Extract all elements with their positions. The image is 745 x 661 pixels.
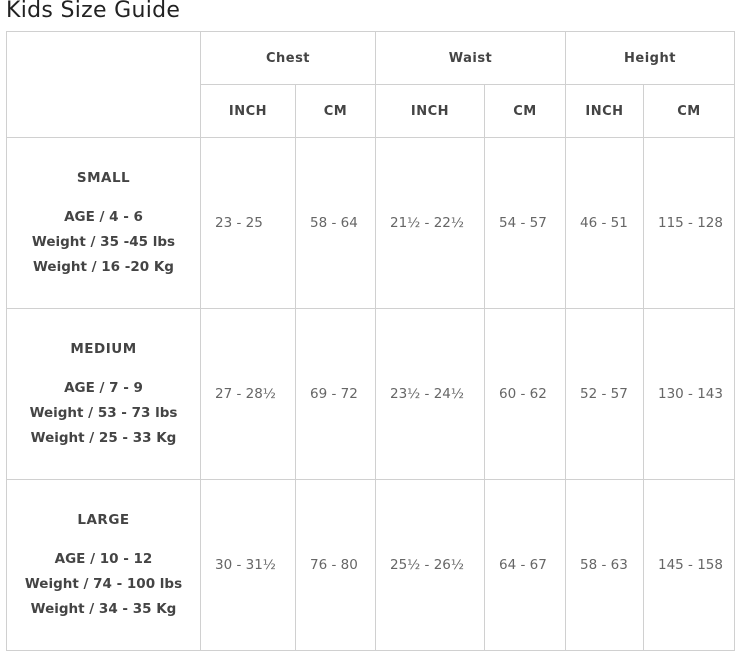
age: AGE / 4 - 6	[64, 209, 143, 225]
value-cell: 115 - 128	[643, 137, 735, 309]
weight-lbs: Weight / 35 -45 lbs	[31, 234, 176, 250]
age: AGE / 10 - 12	[54, 551, 153, 567]
table-row: SMALL AGE / 4 - 6 Weight / 35 -45 lbs Weigh…	[6, 137, 735, 309]
unit-header: INCH	[565, 84, 644, 138]
age: AGE / 7 - 9	[64, 380, 143, 396]
weight-kg: Weight / 16 -20 Kg	[33, 259, 174, 275]
size-name: SMALL	[76, 170, 131, 186]
value-cell: 54 - 57	[484, 137, 566, 309]
value-cell: 27 - 28½	[200, 308, 296, 480]
table-row: LARGE AGE / 10 - 12 Weight / 74 - 100 lbs W…	[6, 479, 735, 651]
value-cell: 52 - 57	[565, 308, 644, 480]
corner-cell	[6, 31, 201, 138]
unit-header: INCH	[375, 84, 485, 138]
value-cell: 46 - 51	[565, 137, 644, 309]
weight-kg: Weight / 25 - 33 Kg	[30, 430, 177, 446]
size-cell: LARGE AGE / 10 - 12 Weight / 74 - 100 lbs W…	[6, 479, 201, 651]
value-cell: 58 - 63	[565, 479, 644, 651]
unit-header: CM	[643, 84, 735, 138]
value-cell: 25½ - 26½	[375, 479, 485, 651]
size-table: Chest Waist Height INCH CM INCH CM INCH …	[6, 31, 735, 651]
value-cell: 23½ - 24½	[375, 308, 485, 480]
page-title: Kids Size Guide	[6, 0, 181, 23]
value-cell: 21½ - 22½	[375, 137, 485, 309]
group-header: Chest	[200, 31, 376, 85]
group-header: Waist	[375, 31, 566, 85]
size-name: LARGE	[77, 512, 130, 528]
value-cell: 69 - 72	[295, 308, 376, 480]
group-header: Height	[565, 31, 735, 85]
table-row: MEDIUM AGE / 7 - 9 Weight / 53 - 73 lbs Wei…	[6, 308, 735, 480]
value-cell: 30 - 31½	[200, 479, 296, 651]
value-cell: 60 - 62	[484, 308, 566, 480]
weight-lbs: Weight / 53 - 73 lbs	[29, 405, 178, 421]
size-cell: MEDIUM AGE / 7 - 9 Weight / 53 - 73 lbs Wei…	[6, 308, 201, 480]
value-cell: 64 - 67	[484, 479, 566, 651]
weight-lbs: Weight / 74 - 100 lbs	[24, 576, 183, 592]
weight-kg: Weight / 34 - 35 Kg	[30, 601, 177, 617]
size-cell: SMALL AGE / 4 - 6 Weight / 35 -45 lbs Weigh…	[6, 137, 201, 309]
value-cell: 23 - 25	[200, 137, 296, 309]
unit-header: CM	[484, 84, 566, 138]
value-cell: 130 - 143	[643, 308, 735, 480]
value-cell: 58 - 64	[295, 137, 376, 309]
unit-header: INCH	[200, 84, 296, 138]
unit-header: CM	[295, 84, 376, 138]
value-cell: 145 - 158	[643, 479, 735, 651]
value-cell: 76 - 80	[295, 479, 376, 651]
size-name: MEDIUM	[70, 341, 137, 357]
